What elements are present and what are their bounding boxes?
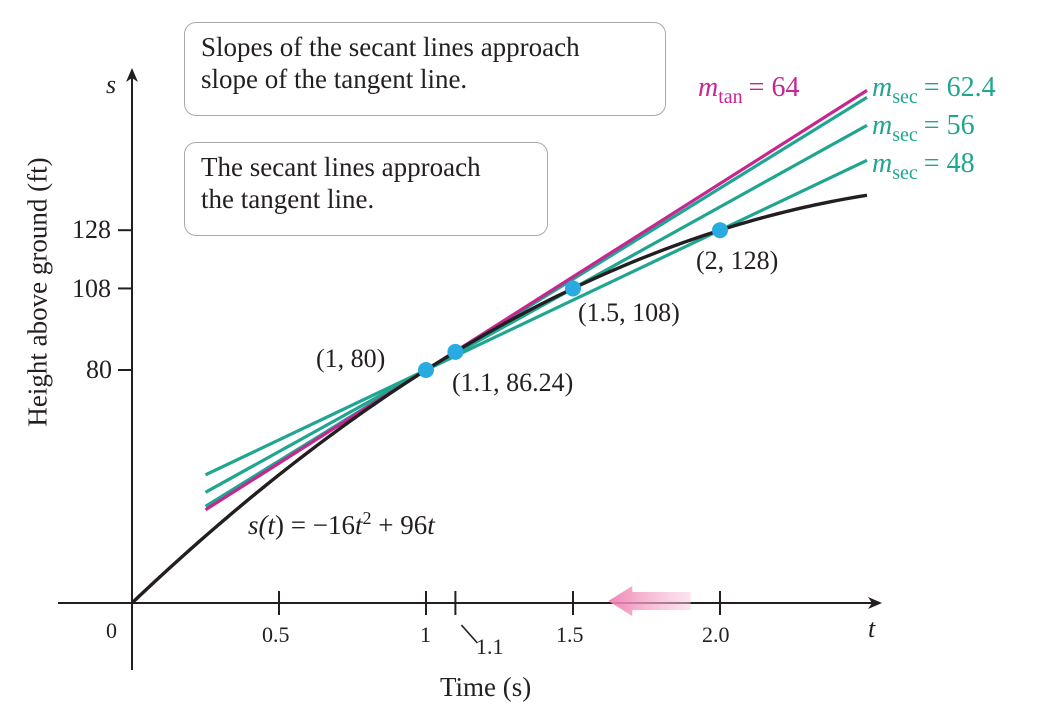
slope-label-sec-62: msec = 62.4 xyxy=(872,72,996,108)
x-axis-title: Time (s) xyxy=(440,672,532,702)
annotation-line: The secant lines approach xyxy=(201,152,481,182)
annotation-secant-lines: The secant lines approach the tangent li… xyxy=(184,142,548,236)
secant-line xyxy=(204,123,868,494)
annotation-line: slope of the tangent line. xyxy=(201,64,468,94)
x-axis-letter: t xyxy=(868,614,876,643)
point-label: (2, 128) xyxy=(696,246,779,275)
point-label: (1.1, 86.24) xyxy=(452,368,574,397)
slope-label-sec-56: msec = 56 xyxy=(872,110,975,146)
y-tick-label: 128 xyxy=(72,215,111,244)
position-curve xyxy=(130,193,868,605)
slope-label-sec-48: msec = 48 xyxy=(872,148,975,184)
y-tick-label: 80 xyxy=(86,355,112,384)
secant-line xyxy=(204,158,868,477)
x-tick-label: 1.1 xyxy=(476,634,504,659)
annotation-line: the tangent line. xyxy=(201,184,375,214)
data-point xyxy=(565,280,581,297)
annotation-line: Slopes of the secant lines approach xyxy=(201,32,580,62)
annotation-secant-slopes: Slopes of the secant lines approach slop… xyxy=(184,22,666,116)
x-tick-label: 0.5 xyxy=(262,622,290,647)
data-point xyxy=(418,362,434,378)
data-point xyxy=(447,343,464,360)
tangent-line xyxy=(204,89,868,512)
origin-label: 0 xyxy=(106,618,117,643)
data-point xyxy=(712,222,728,239)
curve-equation: s(t) = −16t2 + 96t xyxy=(248,508,435,540)
x-tick-label: 1.5 xyxy=(556,622,584,647)
point-label: (1, 80) xyxy=(316,344,386,373)
point-label: (1.5, 108) xyxy=(578,298,680,327)
y-axis-letter: s xyxy=(106,70,117,99)
y-tick-label: 108 xyxy=(72,274,111,303)
slope-label-tan: mtan = 64 xyxy=(698,72,800,108)
x-tick-label: 1 xyxy=(420,622,431,647)
y-axis-title: Height above ground (ft) xyxy=(22,157,53,427)
x-tick-label: 2.0 xyxy=(702,622,730,647)
direction-arrow xyxy=(608,586,691,616)
tick-leader xyxy=(460,624,478,644)
